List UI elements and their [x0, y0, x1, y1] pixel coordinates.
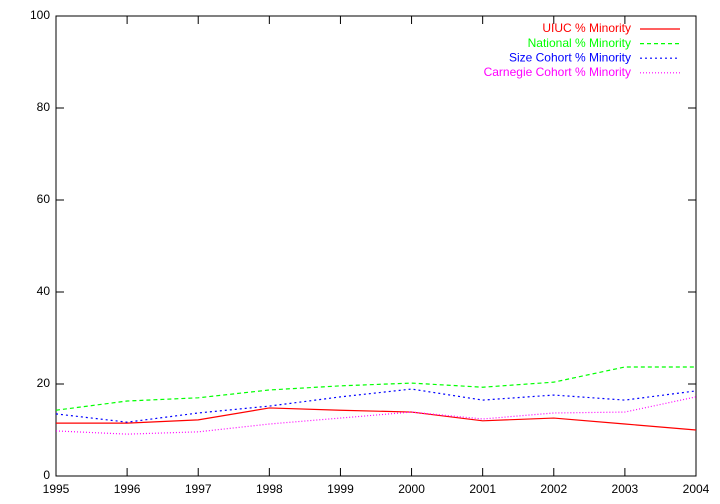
y-tick-label: 80	[37, 100, 51, 114]
x-tick-label: 1997	[185, 482, 212, 496]
x-tick-label: 2004	[683, 482, 710, 496]
x-tick-label: 1995	[43, 482, 70, 496]
y-tick-label: 60	[37, 192, 51, 206]
series-line	[56, 407, 697, 431]
y-tick-label: 20	[37, 376, 51, 390]
y-tick-label: 40	[37, 284, 51, 298]
legend-label: Size Cohort % Minority	[509, 50, 631, 64]
x-tick-label: 2003	[612, 482, 639, 496]
series-line	[55, 396, 697, 435]
x-tick-label: 2002	[540, 482, 567, 496]
x-tick-label: 1996	[114, 482, 141, 496]
legend-label: National % Minority	[528, 36, 631, 50]
series-line	[55, 366, 696, 411]
x-tick-label: 1998	[256, 482, 283, 496]
series-line	[55, 388, 697, 423]
legend-label: Carnegie Cohort % Minority	[484, 65, 631, 79]
x-tick-label: 2001	[469, 482, 496, 496]
y-tick-label: 100	[30, 8, 50, 22]
x-tick-label: 1999	[327, 482, 354, 496]
x-tick-label: 2000	[398, 482, 425, 496]
y-tick-label: 0	[43, 468, 50, 482]
legend-label: UIUC % Minority	[542, 21, 631, 35]
plot-frame	[55, 15, 697, 477]
